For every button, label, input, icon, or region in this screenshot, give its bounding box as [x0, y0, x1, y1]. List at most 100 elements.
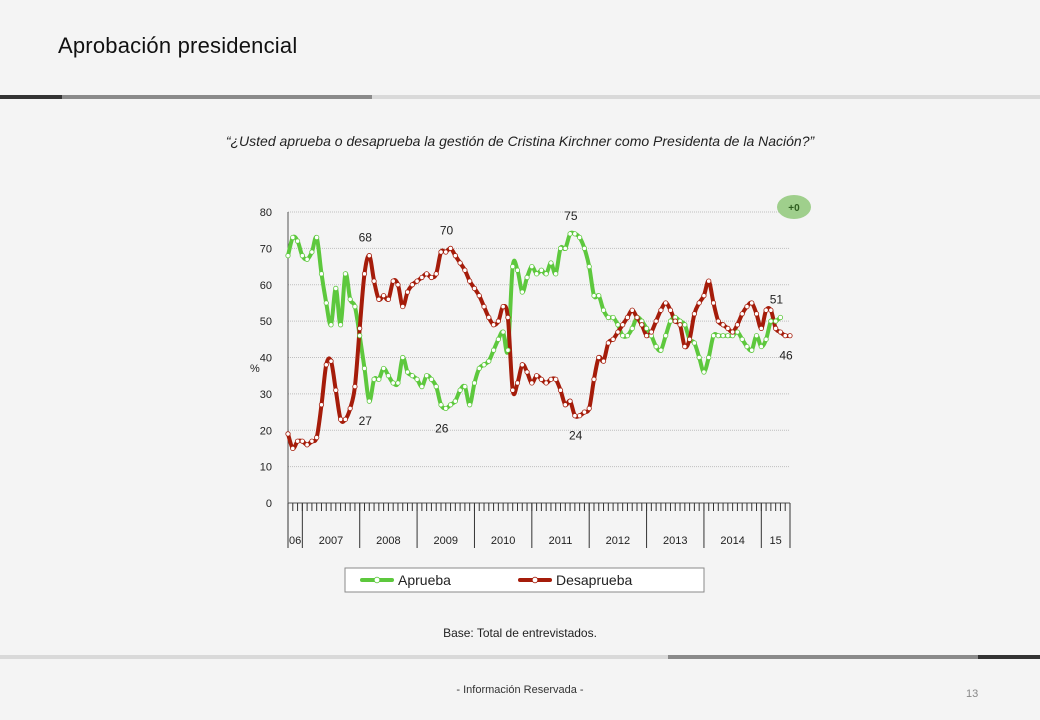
x-axis: 06 2007 2008 2009 2010 2011 2012 2013 2014 15 [287, 212, 791, 548]
data-point [548, 376, 554, 382]
data-point [744, 303, 750, 310]
data-labels: 27 26 75 51 68 70 24 46 [359, 209, 793, 443]
year-label: 2010 [491, 535, 515, 547]
data-point [591, 376, 597, 382]
data-point [371, 278, 377, 284]
y-tick-label: 40 [260, 353, 272, 365]
year-label: 06 [289, 535, 301, 547]
data-point [414, 278, 420, 284]
data-point [777, 314, 784, 321]
data-point [495, 336, 501, 342]
data-label: 27 [359, 414, 373, 428]
data-point [443, 405, 449, 412]
data-point [361, 365, 368, 372]
data-point [447, 245, 454, 251]
data-point [323, 362, 329, 368]
data-point [653, 343, 659, 350]
data-point [610, 336, 616, 342]
data-point [648, 329, 654, 335]
data-point [390, 380, 396, 386]
data-point [500, 303, 506, 310]
data-point [519, 362, 525, 368]
data-point [299, 438, 305, 444]
data-point [490, 322, 497, 328]
data-point [309, 438, 315, 444]
data-label: 24 [569, 429, 583, 443]
data-point [653, 318, 659, 324]
data-point [734, 329, 741, 335]
data-point [381, 293, 387, 299]
y-tick-label: 70 [260, 243, 272, 255]
data-point [376, 296, 382, 302]
data-point [715, 333, 721, 339]
data-point [438, 402, 444, 408]
data-point [318, 271, 325, 277]
data-point [342, 416, 348, 422]
year-label: 2008 [376, 535, 400, 547]
y-axis-ticks: 0 10 20 30 40 50 60 70 80% [250, 207, 272, 510]
data-point [471, 380, 478, 386]
data-point [548, 260, 554, 266]
data-point [337, 416, 344, 422]
data-point [443, 249, 449, 255]
data-point [629, 325, 635, 331]
data-point [605, 340, 611, 346]
data-point [419, 274, 425, 281]
footer-divider [0, 655, 1040, 659]
data-point [624, 314, 631, 321]
data-point [419, 383, 425, 390]
data-point [667, 307, 674, 313]
data-point [615, 329, 621, 335]
data-point [347, 405, 353, 412]
data-point [400, 303, 406, 310]
data-point [567, 231, 573, 237]
data-point [433, 383, 439, 390]
data-point [510, 263, 516, 270]
data-point [486, 314, 492, 321]
data-point [672, 318, 678, 324]
data-point [452, 398, 458, 404]
data-point [519, 289, 525, 295]
year-label: 2014 [720, 535, 744, 547]
data-point [514, 267, 521, 273]
data-point [600, 307, 607, 313]
data-point [773, 325, 779, 331]
data-point [696, 354, 702, 361]
data-point [643, 325, 650, 331]
data-point [395, 282, 401, 288]
data-point [634, 314, 640, 321]
data-point [553, 376, 559, 382]
page-number: 13 [966, 688, 979, 700]
data-point [620, 322, 626, 328]
legend-item-desaprueba: Desaprueba [556, 572, 632, 588]
data-point [534, 373, 540, 379]
data-point [529, 263, 535, 270]
data-point [385, 373, 391, 379]
data-point [777, 329, 784, 335]
data-point [557, 387, 564, 393]
data-point [285, 253, 291, 259]
data-point [352, 303, 358, 310]
data-point [352, 383, 358, 390]
data-point [567, 398, 573, 404]
data-point [505, 347, 511, 353]
data-point [476, 365, 482, 372]
data-point [763, 336, 769, 342]
data-point [720, 322, 726, 328]
data-point [314, 434, 320, 441]
data-point [572, 413, 578, 419]
data-point [624, 333, 631, 339]
data-point [337, 322, 344, 328]
data-label: 46 [779, 349, 793, 363]
data-point [553, 271, 559, 277]
data-point [428, 376, 435, 382]
data-point [285, 431, 291, 437]
year-label: 15 [770, 535, 782, 547]
data-point [366, 253, 372, 259]
data-point [361, 271, 368, 277]
data-point [658, 347, 664, 353]
data-point [510, 387, 516, 393]
data-point [529, 380, 535, 386]
data-point [390, 278, 396, 284]
